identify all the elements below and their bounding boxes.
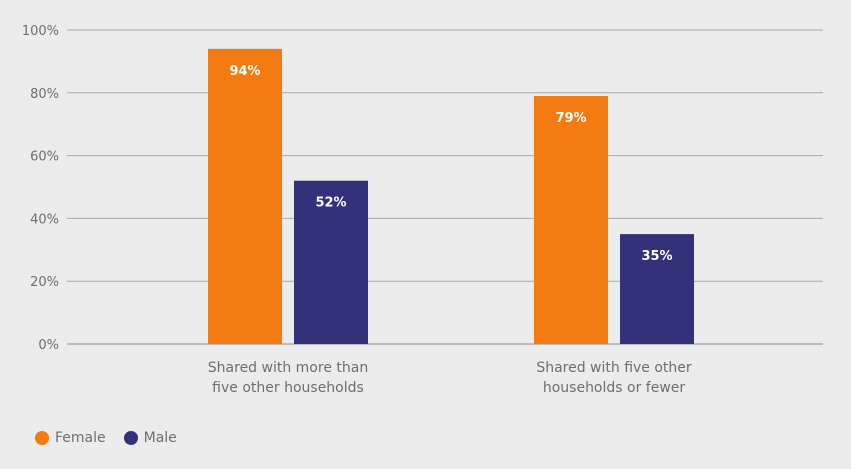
data-label: 94%: [229, 64, 260, 79]
data-label: 79%: [555, 111, 586, 126]
bar-chart: 0% 20% 40% 60% 80% 100% 94% 52% 79% 35% Shared w…: [22, 24, 823, 396]
legend: Female Male: [35, 430, 177, 446]
x-tick-label-line: households or fewer: [543, 380, 686, 396]
y-tick-label: 80%: [30, 87, 59, 102]
y-axis-ticks: 0% 20% 40% 60% 80% 100%: [22, 24, 59, 353]
x-tick-label-line: Shared with five other: [536, 360, 692, 376]
data-label: 35%: [641, 249, 672, 264]
legend-swatch-male: [123, 431, 138, 445]
grid-layer: [67, 29, 823, 345]
legend-item-male: Male: [123, 430, 177, 446]
legend-swatch-female: [35, 431, 49, 445]
bar-male: [294, 180, 368, 344]
bar-female: [534, 95, 608, 344]
x-axis-ticks: Shared with more than five other househol…: [208, 360, 692, 396]
data-label: 52%: [315, 196, 346, 211]
y-tick-label: 20%: [30, 275, 59, 290]
x-tick-label: Shared with five other households or fewe…: [536, 360, 692, 396]
y-tick-label: 40%: [30, 212, 59, 227]
data-labels: 94% 52% 79% 35%: [229, 64, 672, 264]
x-tick-label-line: Shared with more than: [208, 360, 368, 376]
y-tick-label: 0%: [38, 338, 59, 353]
legend-label-female: Female: [55, 430, 106, 446]
y-tick-label: 60%: [30, 150, 59, 165]
legend-item-female: Female: [35, 430, 106, 446]
x-tick-label: Shared with more than five other househol…: [208, 360, 368, 396]
bar-female: [208, 48, 282, 345]
legend-label-male: Male: [143, 430, 177, 446]
x-tick-label-line: five other households: [212, 380, 364, 396]
bar-male: [620, 234, 694, 344]
y-tick-label: 100%: [22, 24, 59, 39]
bars: [208, 48, 694, 345]
